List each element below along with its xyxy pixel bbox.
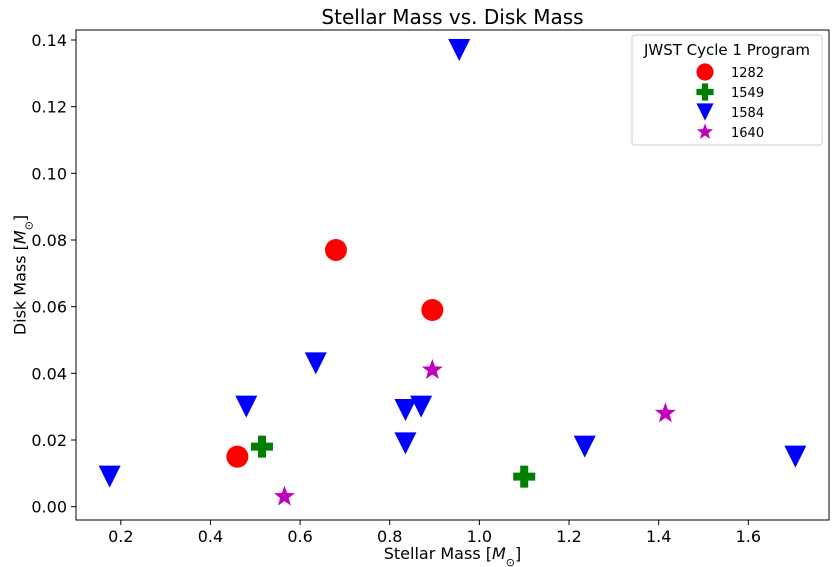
y-axis-unit-close: ] [11,215,30,221]
data-point-1584 [448,39,471,61]
data-point-1549 [513,465,536,488]
data-point-1584 [98,465,121,488]
data-point-1584 [410,395,433,418]
data-point-1584 [784,445,807,468]
y-tick-label: 0.06 [31,298,67,317]
legend-label-1584: 1584 [731,106,764,121]
legend: JWST Cycle 1 Program 1282 1549 1584 1640 [631,34,823,146]
legend-label-1549: 1549 [731,86,764,101]
y-axis-label-text: Disk Mass [ [11,244,30,335]
x-axis-unit-subscript: ⊙ [506,556,515,567]
y-tick-label: 0.08 [31,231,67,250]
legend-marker-1549 [696,83,714,101]
data-point-1584 [394,432,417,455]
y-tick-label: 0.12 [31,98,67,117]
data-point-1584 [573,435,596,458]
data-point-1549 [251,435,274,458]
x-axis-unit-close: ] [515,544,521,563]
y-axis-unit-symbol: M [11,230,30,244]
chart-title: Stellar Mass vs. Disk Mass [321,5,583,29]
x-tick-label: 1.0 [467,527,492,546]
data-point-1584 [235,395,258,418]
x-tick-label: 0.2 [108,527,133,546]
legend-marker-1282 [696,63,714,81]
data-point-1640 [421,359,443,379]
x-axis: 0.2 0.4 0.6 0.8 1.0 1.2 1.4 1.6 [108,520,761,546]
x-axis-label: Stellar Mass [M⊙] [384,544,522,567]
x-tick-label: 1.6 [736,527,761,546]
legend-box [631,34,823,146]
data-point-1282 [226,445,249,468]
data-point-1584 [304,352,327,375]
data-point-1640 [273,485,295,506]
x-axis-label-text: Stellar Mass [ [384,544,492,563]
data-point-1584 [394,399,417,421]
x-tick-label: 0.4 [198,527,223,546]
y-tick-label: 0.10 [31,164,67,183]
data-points [98,39,807,506]
x-tick-label: 0.6 [287,527,312,546]
data-point-1282 [421,299,444,321]
x-tick-label: 1.4 [646,527,671,546]
y-tick-label: 0.02 [31,431,67,450]
x-tick-label: 1.2 [556,527,581,546]
x-axis-unit-symbol: M [492,544,506,563]
y-tick-label: 0.00 [31,498,67,517]
legend-marker-1584 [696,103,714,121]
plot-frame [75,29,830,521]
x-tick-label: 0.8 [377,527,402,546]
legend-label-1640: 1640 [731,126,764,141]
data-point-1282 [324,239,347,261]
y-tick-label: 0.04 [31,364,67,383]
legend-label-1282: 1282 [731,66,764,81]
y-axis-label: Disk Mass [M⊙] [11,215,36,335]
data-point-1640 [654,402,676,423]
legend-title: JWST Cycle 1 Program [643,41,810,59]
legend-marker-1640 [696,123,714,139]
y-axis-unit-subscript: ⊙ [22,221,35,230]
y-axis: 0.00 0.02 0.04 0.06 0.08 0.10 0.12 0.14 [31,31,76,517]
y-tick-label: 0.14 [31,31,67,50]
